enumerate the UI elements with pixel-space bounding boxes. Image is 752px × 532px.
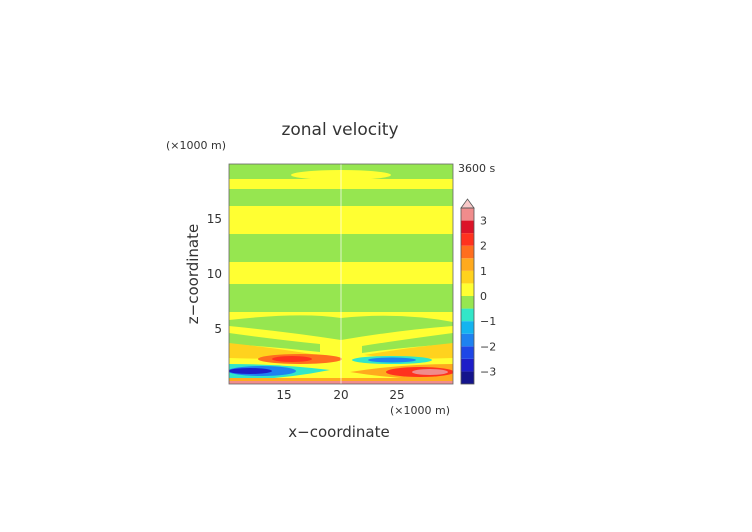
x-unit-label: (×1000 m) (390, 404, 450, 417)
colorbar-level (461, 283, 474, 296)
y-axis-label: z−coordinate (184, 224, 202, 324)
colorbar-level (461, 333, 474, 347)
y-tick-label: 5 (214, 322, 222, 336)
colorbar-level (461, 308, 474, 322)
x-axis-label: x−coordinate (288, 423, 389, 441)
colorbar-level (461, 258, 474, 271)
colorbar-tick-label: 0 (480, 290, 487, 303)
colorbar: −3 −2 −1 0 1 2 3 (460, 198, 496, 385)
colorbar-level (461, 296, 474, 309)
colorbar-level (461, 220, 474, 234)
field-lobe (368, 357, 416, 363)
x-tick-label: 25 (389, 388, 404, 402)
colorbar-tick-label: 2 (480, 240, 487, 253)
axis-ticks: 15 20 25 5 10 15 (207, 212, 405, 402)
colorbar-level (461, 321, 474, 334)
field-lobe (364, 343, 453, 359)
y-tick-label: 15 (207, 212, 222, 226)
colorbar-over-arrow (460, 198, 475, 209)
colorbar-tick-label: −1 (480, 315, 496, 328)
x-tick-label: 15 (276, 388, 291, 402)
field-lobe (272, 356, 312, 362)
colorbar-level (461, 270, 474, 284)
time-label: 3600 s (458, 162, 495, 175)
heatmap-plot-area (228, 163, 454, 385)
colorbar-frame (460, 207, 475, 385)
field-lobe (229, 333, 320, 352)
colorbar-level (461, 346, 474, 359)
colorbar-level (461, 371, 474, 384)
colorbar-level (461, 233, 474, 246)
chart-title: zonal velocity (281, 120, 398, 140)
colorbar-level (461, 358, 474, 372)
colorbar-tick-label: −2 (480, 340, 496, 353)
field-lobe (362, 333, 453, 353)
colorbar-level (461, 245, 474, 259)
field-lobe (412, 369, 448, 375)
colorbar-tick-label: 3 (480, 215, 487, 228)
x-tick-label: 20 (333, 388, 348, 402)
y-tick-label: 10 (207, 267, 222, 281)
colorbar-tick-label: −3 (480, 365, 496, 378)
y-unit-label: (×1000 m) (166, 139, 226, 152)
colorbar-tick-label: 1 (480, 265, 487, 278)
field-lobe (229, 368, 272, 374)
colorbar-level (461, 208, 474, 221)
